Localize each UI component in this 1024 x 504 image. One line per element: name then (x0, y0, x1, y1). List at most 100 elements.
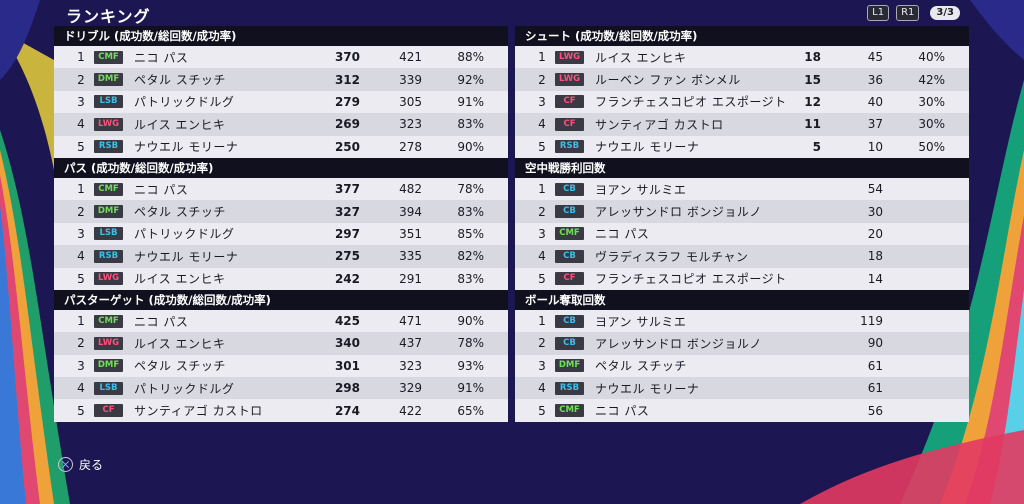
table-row[interactable]: 2 LWG ルイス エンヒキ 340 437 78% (54, 332, 508, 355)
success-rate: 83% (457, 204, 484, 219)
table-row[interactable]: 2 CB アレッサンドロ ボンジョルノ 90 (515, 332, 969, 355)
table-row[interactable]: 5 RSB ナウエル モリーナ 5 10 50% (515, 135, 969, 158)
player-name: ニコ パス (134, 314, 189, 329)
rank: 5 (538, 139, 546, 154)
player-name: アレッサンドロ ボンジョルノ (595, 336, 762, 351)
table-row[interactable]: 3 LSB パトリックドルグ 279 305 91% (54, 90, 508, 114)
success-rate: 85% (457, 226, 484, 241)
table-row[interactable]: 5 RSB ナウエル モリーナ 250 278 90% (54, 135, 508, 158)
player-name: ナウエル モリーナ (134, 140, 239, 155)
rank: 2 (77, 336, 85, 351)
player-name: フランチェスコピオ エスポージト (595, 272, 787, 287)
table-row[interactable]: 4 CF サンティアゴ カストロ 11 37 30% (515, 113, 969, 136)
position-badge: CB (555, 336, 584, 350)
position-badge: LWG (94, 336, 123, 350)
total-count: 45 (867, 50, 883, 65)
player-name: ナウエル モリーナ (595, 140, 700, 155)
success-count: 301 (334, 358, 360, 373)
player-name: ニコ パス (595, 227, 650, 242)
rank: 1 (77, 314, 85, 329)
rank: 2 (538, 204, 546, 219)
section-header-dribble: ドリブル (成功数/総回数/成功率) (54, 26, 508, 46)
rank: 1 (77, 50, 85, 65)
page-title: ランキング (66, 7, 151, 26)
position-badge: RSB (555, 381, 584, 395)
table-row[interactable]: 4 LSB パトリックドルグ 298 329 91% (54, 377, 508, 400)
position-badge: DMF (94, 205, 123, 219)
total-count: 323 (399, 117, 422, 132)
table-row[interactable]: 3 CMF ニコ パス 20 (515, 222, 969, 246)
position-badge: LSB (94, 95, 123, 109)
table-row[interactable]: 1 CMF ニコ パス 425 471 90% (54, 309, 508, 333)
total-count: 335 (399, 249, 422, 264)
rank: 1 (538, 182, 546, 197)
success-count: 250 (334, 139, 360, 154)
table-row[interactable]: 1 LWG ルイス エンヒキ 18 45 40% (515, 46, 969, 69)
rank: 5 (77, 271, 85, 286)
table-row[interactable]: 5 LWG ルイス エンヒキ 242 291 83% (54, 267, 508, 290)
success-rate: 93% (457, 358, 484, 373)
success-rate: 40% (918, 50, 945, 65)
count: 119 (860, 314, 883, 329)
player-name: ナウエル モリーナ (134, 249, 239, 264)
total-count: 305 (399, 94, 422, 109)
player-name: ルイス エンヒキ (134, 117, 226, 132)
table-row[interactable]: 5 CMF ニコ パス 56 (515, 399, 969, 422)
player-name: パトリックドルグ (134, 227, 235, 242)
r1-button[interactable]: R1 (896, 5, 920, 21)
table-row[interactable]: 4 RSB ナウエル モリーナ 275 335 82% (54, 245, 508, 268)
rank: 4 (538, 381, 546, 396)
page-controls: L1 R1 3/3 (867, 5, 960, 21)
player-name: ヨアン サルミエ (595, 314, 687, 329)
count: 30 (867, 204, 883, 219)
success-count: 279 (334, 94, 360, 109)
total-count: 339 (399, 72, 422, 87)
success-count: 298 (334, 381, 360, 396)
table-row[interactable]: 5 CF サンティアゴ カストロ 274 422 65% (54, 399, 508, 422)
position-badge: RSB (94, 140, 123, 154)
success-count: 275 (334, 249, 360, 264)
table-row[interactable]: 3 DMF ペタル スチッチ 61 (515, 354, 969, 378)
success-rate: 82% (457, 249, 484, 264)
table-row[interactable]: 1 CMF ニコ パス 377 482 78% (54, 177, 508, 201)
table-row[interactable]: 2 DMF ペタル スチッチ 312 339 92% (54, 68, 508, 91)
l1-button[interactable]: L1 (867, 5, 890, 21)
position-badge: CF (555, 272, 584, 286)
table-row[interactable]: 5 CF フランチェスコピオ エスポージト 14 (515, 267, 969, 290)
player-name: ペタル スチッチ (134, 359, 226, 374)
success-count: 370 (334, 50, 360, 65)
table-row[interactable]: 2 CB アレッサンドロ ボンジョルノ 30 (515, 200, 969, 223)
table-row[interactable]: 1 CB ヨアン サルミエ 54 (515, 177, 969, 201)
position-badge: CMF (94, 50, 123, 64)
rank: 3 (538, 226, 546, 241)
position-badge: DMF (94, 73, 123, 87)
table-row[interactable]: 4 LWG ルイス エンヒキ 269 323 83% (54, 113, 508, 136)
table-row[interactable]: 3 DMF ペタル スチッチ 301 323 93% (54, 354, 508, 378)
section-header-ball-recovery: ボール奪取回数 (515, 289, 969, 310)
player-name: ニコ パス (595, 404, 650, 419)
table-row[interactable]: 2 DMF ペタル スチッチ 327 394 83% (54, 200, 508, 223)
position-badge: CB (555, 249, 584, 263)
table-row[interactable]: 2 LWG ルーベン ファン ボンメル 15 36 42% (515, 68, 969, 91)
position-badge: CF (94, 404, 123, 418)
success-rate: 91% (457, 381, 484, 396)
rank: 2 (538, 72, 546, 87)
count: 61 (867, 381, 883, 396)
table-row[interactable]: 4 RSB ナウエル モリーナ 61 (515, 377, 969, 400)
table-row[interactable]: 1 CB ヨアン サルミエ 119 (515, 309, 969, 333)
table-row[interactable]: 3 CF フランチェスコピオ エスポージト 12 40 30% (515, 90, 969, 114)
position-badge: LSB (94, 381, 123, 395)
section-header-shoot: シュート (成功数/総回数/成功率) (515, 26, 969, 46)
rank: 4 (538, 249, 546, 264)
back-label: 戻る (79, 458, 104, 472)
count: 20 (867, 226, 883, 241)
position-badge: CMF (555, 227, 584, 241)
table-row[interactable]: 1 CMF ニコ パス 370 421 88% (54, 46, 508, 69)
count: 90 (867, 336, 883, 351)
footer-hint[interactable]: 戻る (58, 456, 103, 473)
player-name: ルイス エンヒキ (134, 272, 226, 287)
total-count: 421 (399, 50, 422, 65)
player-name: ペタル スチッチ (134, 205, 226, 220)
table-row[interactable]: 3 LSB パトリックドルグ 297 351 85% (54, 222, 508, 246)
table-row[interactable]: 4 CB ヴラディスラフ モルチャン 18 (515, 245, 969, 268)
